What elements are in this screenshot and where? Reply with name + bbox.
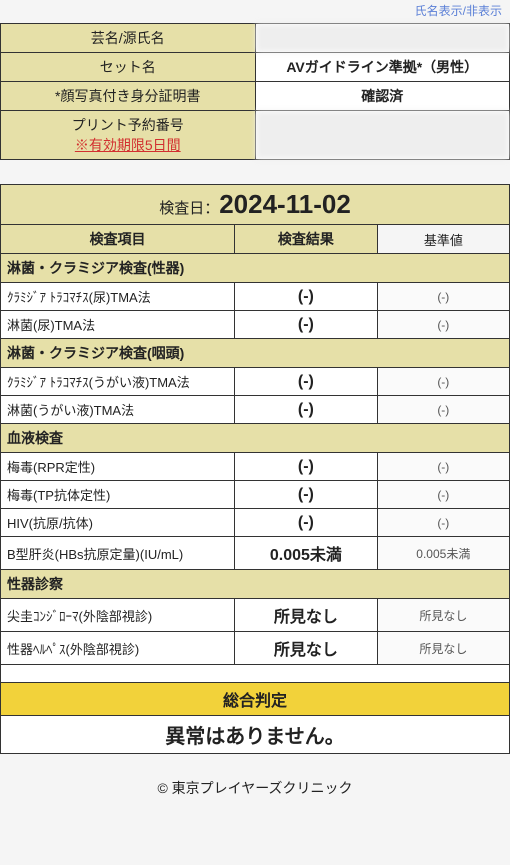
test-name: 梅毒(RPR定性) xyxy=(1,453,235,481)
info-label-setname: セット名 xyxy=(1,53,256,82)
info-table: 芸名/源氏名 セット名 AVガイドライン準拠*（男性） *顔写真付き身分証明書 … xyxy=(0,23,510,160)
info-value-stagename xyxy=(255,24,510,53)
test-result: (-) xyxy=(235,481,378,509)
spacer xyxy=(0,160,510,184)
print-reservation-label: プリント予約番号 xyxy=(7,115,249,135)
test-result: (-) xyxy=(235,396,378,424)
section-header: 淋菌・クラミジア検査(性器) xyxy=(1,254,510,283)
test-name: 淋菌(尿)TMA法 xyxy=(1,311,235,339)
test-result: 0.005未満 xyxy=(235,537,378,570)
test-result: (-) xyxy=(235,311,378,339)
overall-result: 異常はありません。 xyxy=(1,716,510,754)
info-label-idcheck: *顔写真付き身分証明書 xyxy=(1,82,256,111)
test-result: 所見なし xyxy=(235,599,378,632)
test-result: (-) xyxy=(235,509,378,537)
test-name: B型肝炎(HBs抗原定量)(IU/mL) xyxy=(1,537,235,570)
test-reference: 0.005未満 xyxy=(377,537,509,570)
validity-note: ※有効期限5日間 xyxy=(7,135,249,155)
test-reference: (-) xyxy=(377,453,509,481)
info-value-idcheck: 確認済 xyxy=(255,82,510,111)
overall-label: 総合判定 xyxy=(1,683,510,716)
test-reference: (-) xyxy=(377,311,509,339)
test-reference: (-) xyxy=(377,481,509,509)
toggle-name-link[interactable]: 氏名表示/非表示 xyxy=(0,0,510,23)
test-name: HIV(抗原/抗体) xyxy=(1,509,235,537)
test-reference: (-) xyxy=(377,368,509,396)
test-name: 尖圭ｺﾝｼﾞﾛｰﾏ(外陰部視診) xyxy=(1,599,235,632)
test-name: 梅毒(TP抗体定性) xyxy=(1,481,235,509)
info-label-printnum: プリント予約番号 ※有効期限5日間 xyxy=(1,111,256,160)
test-reference: (-) xyxy=(377,283,509,311)
test-name: ｸﾗﾐｼﾞｱ ﾄﾗｺﾏﾁｽ(尿)TMA法 xyxy=(1,283,235,311)
info-value-setname: AVガイドライン準拠*（男性） xyxy=(255,53,510,82)
results-table: 検査日：2024-11-02 検査項目 検査結果 基準値 淋菌・クラミジア検査(… xyxy=(0,184,510,754)
test-name: 淋菌(うがい液)TMA法 xyxy=(1,396,235,424)
test-result: 所見なし xyxy=(235,632,378,665)
test-name: 性器ﾍﾙﾍﾟｽ(外陰部視診) xyxy=(1,632,235,665)
col-header-ref: 基準値 xyxy=(377,225,509,254)
section-header: 性器診察 xyxy=(1,570,510,599)
test-result: (-) xyxy=(235,283,378,311)
test-reference: (-) xyxy=(377,509,509,537)
test-reference: (-) xyxy=(377,396,509,424)
col-header-result: 検査結果 xyxy=(235,225,378,254)
section-header: 血液検査 xyxy=(1,424,510,453)
section-header: 淋菌・クラミジア検査(咽頭) xyxy=(1,339,510,368)
test-reference: 所見なし xyxy=(377,599,509,632)
test-result: (-) xyxy=(235,453,378,481)
test-name: ｸﾗﾐｼﾞｱ ﾄﾗｺﾏﾁｽ(うがい液)TMA法 xyxy=(1,368,235,396)
test-result: (-) xyxy=(235,368,378,396)
exam-date-value: 2024-11-02 xyxy=(219,189,351,219)
test-reference: 所見なし xyxy=(377,632,509,665)
exam-date-label: 検査日： xyxy=(159,200,219,217)
col-header-item: 検査項目 xyxy=(1,225,235,254)
blank-row xyxy=(1,665,510,683)
info-label-stagename: 芸名/源氏名 xyxy=(1,24,256,53)
exam-date-row: 検査日：2024-11-02 xyxy=(1,185,510,225)
info-value-printnum xyxy=(255,111,510,160)
clinic-footer: © 東京プレイヤーズクリニック xyxy=(0,754,510,814)
